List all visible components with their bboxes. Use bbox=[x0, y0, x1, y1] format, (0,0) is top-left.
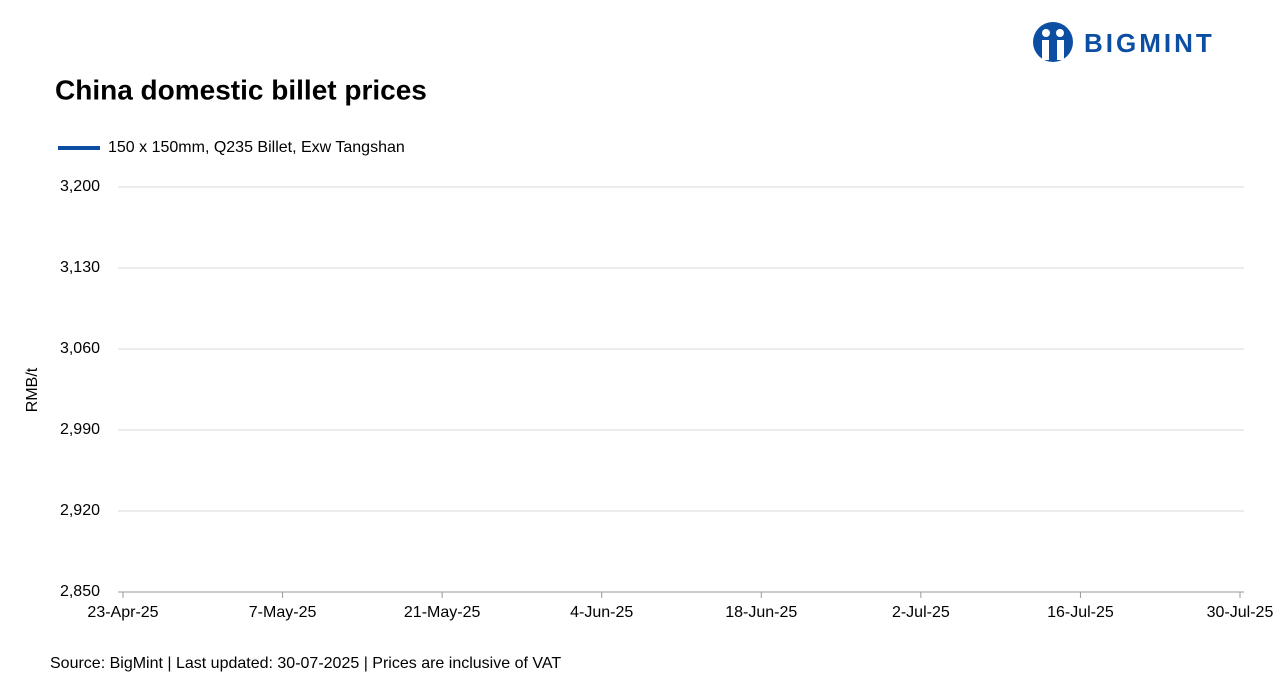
y-tick-label: 3,200 bbox=[60, 178, 100, 195]
chart-title: China domestic billet prices bbox=[55, 74, 427, 105]
x-tick-label: 18-Jun-25 bbox=[725, 604, 797, 621]
x-tick-label: 23-Apr-25 bbox=[87, 604, 158, 621]
source-note: Source: BigMint | Last updated: 30-07-20… bbox=[50, 655, 561, 672]
x-tick-label: 2-Jul-25 bbox=[892, 604, 950, 621]
x-tick-label: 16-Jul-25 bbox=[1047, 604, 1114, 621]
logo-icon bbox=[1042, 40, 1049, 60]
x-tick-label: 21-May-25 bbox=[404, 604, 481, 621]
y-tick-label: 2,920 bbox=[60, 502, 100, 519]
logo-icon bbox=[1056, 29, 1064, 37]
x-tick-label: 7-May-25 bbox=[249, 604, 317, 621]
logo-text: BIGMINT bbox=[1084, 28, 1215, 58]
x-tick-label: 4-Jun-25 bbox=[570, 604, 633, 621]
y-tick-label: 3,060 bbox=[60, 340, 100, 357]
y-tick-label: 2,850 bbox=[60, 583, 100, 600]
logo-icon bbox=[1057, 40, 1064, 60]
logo-icon bbox=[1042, 29, 1050, 37]
y-tick-label: 2,990 bbox=[60, 421, 100, 438]
y-tick-label: 3,130 bbox=[60, 259, 100, 276]
logo: BIGMINT bbox=[1033, 22, 1215, 62]
logo-icon bbox=[1033, 22, 1073, 62]
legend-label: 150 x 150mm, Q235 Billet, Exw Tangshan bbox=[108, 139, 405, 156]
x-tick-label: 30-Jul-25 bbox=[1207, 604, 1274, 621]
y-axis-title: RMB/t bbox=[24, 367, 41, 412]
